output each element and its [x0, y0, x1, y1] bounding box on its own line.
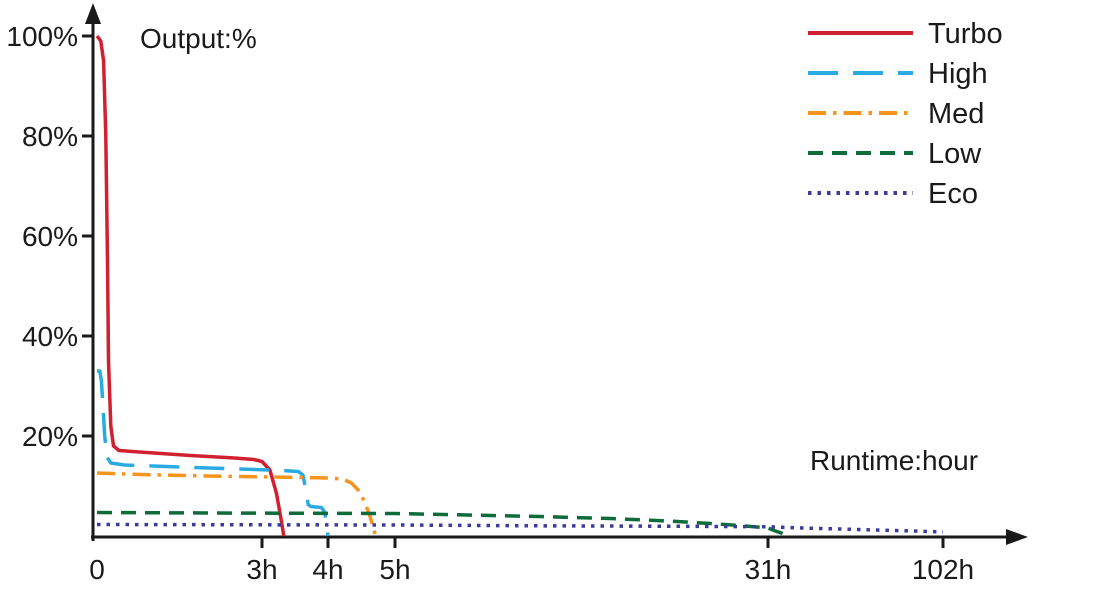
- axes: [85, 3, 1028, 545]
- x-tick-label-0: 0: [89, 554, 105, 585]
- series-line-eco: [96, 522, 944, 534]
- series-lines: [95, 34, 944, 537]
- legend-label-eco: Eco: [928, 178, 978, 210]
- x-axis-title: Runtime:hour: [810, 445, 978, 476]
- y-tick-label-20: 20%: [22, 421, 78, 452]
- y-axis-arrow-icon: [85, 3, 101, 24]
- y-axis-title: Output:%: [140, 23, 257, 54]
- y-tick-label-100: 100%: [6, 21, 78, 52]
- x-axis-arrow-icon: [1006, 529, 1028, 545]
- y-tick-label-60: 60%: [22, 221, 78, 252]
- legend-label-low: Low: [928, 138, 982, 170]
- x-tick-label-4h: 4h: [312, 554, 343, 585]
- legend-label-high: High: [928, 58, 988, 90]
- legend: Turbo High Med Low Eco: [808, 18, 1003, 210]
- series-line-high: [97, 369, 330, 537]
- legend-label-med: Med: [928, 98, 984, 130]
- axis-ticks: 100% 80% 60% 40% 20% 0 3h 4h 5h 31h 102h: [6, 21, 974, 585]
- legend-label-turbo: Turbo: [928, 18, 1003, 50]
- y-tick-label-80: 80%: [22, 121, 78, 152]
- x-tick-label-31h: 31h: [745, 554, 792, 585]
- series-line-low: [96, 510, 789, 537]
- y-tick-label-40: 40%: [22, 321, 78, 352]
- series-line-turbo: [95, 34, 286, 537]
- x-tick-label-102h: 102h: [912, 554, 974, 585]
- series-line-med: [96, 471, 378, 537]
- x-tick-label-3h: 3h: [246, 554, 277, 585]
- x-tick-label-5h: 5h: [379, 554, 410, 585]
